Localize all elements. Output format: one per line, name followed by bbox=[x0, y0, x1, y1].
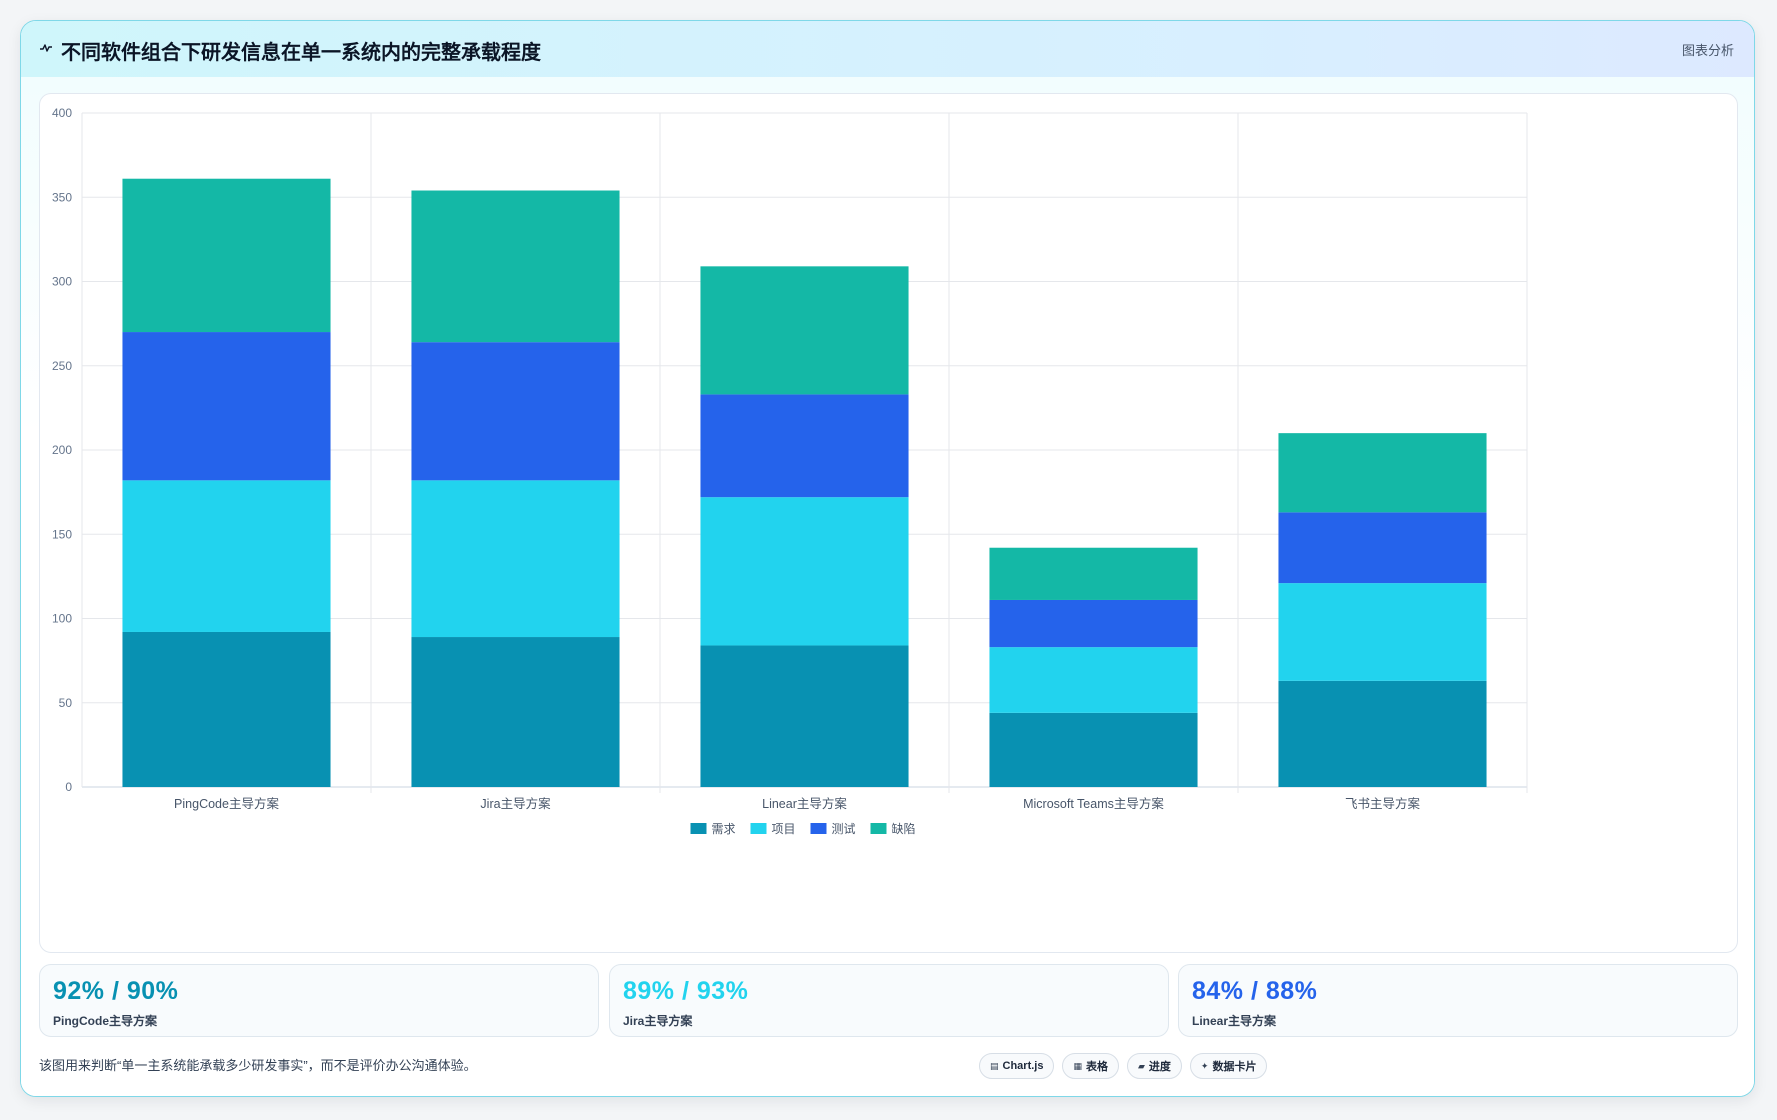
chip-label: 表格 bbox=[1086, 1061, 1108, 1073]
y-tick-label: 0 bbox=[65, 780, 72, 794]
y-tick-label: 400 bbox=[52, 106, 72, 120]
bar-segment bbox=[1278, 512, 1487, 584]
y-tick-label: 350 bbox=[52, 190, 72, 204]
y-tick-label: 300 bbox=[52, 275, 72, 289]
chip-data-card[interactable]: ✦ 数据卡片 bbox=[1189, 1053, 1268, 1079]
stat-card-jira: 89% / 93% Jira主导方案 bbox=[609, 964, 1169, 1037]
y-tick-label: 200 bbox=[52, 443, 72, 457]
chip-group: ▤ Chart.js ▦ 表格 ▰ 进度 ✦ 数据卡片 bbox=[979, 1053, 1268, 1079]
footer-note: 该图用来判断“单一主系统能承载多少研发事实”，而不是评价办公沟通体验。 bbox=[39, 1058, 477, 1073]
x-tick-label: 飞书主导方案 bbox=[1345, 796, 1421, 811]
bar-segment bbox=[700, 497, 909, 646]
legend-label: 项目 bbox=[772, 822, 796, 836]
chip-chartjs[interactable]: ▤ Chart.js bbox=[979, 1053, 1055, 1079]
x-tick-label: Microsoft Teams主导方案 bbox=[1023, 796, 1164, 811]
bar-segment bbox=[989, 547, 1198, 600]
chip-label: 数据卡片 bbox=[1212, 1061, 1257, 1073]
bar-segment bbox=[989, 712, 1198, 787]
stacked-bar-chart: 0 50 100 150 200 250 300 350 400 PingCode主导方案 Jira… bbox=[52, 106, 1528, 836]
stat-value: 92% / 90% bbox=[53, 977, 179, 1005]
x-tick-label: Jira主导方案 bbox=[480, 796, 551, 811]
bar-segment bbox=[700, 266, 909, 395]
stat-value: 89% / 93% bbox=[623, 977, 749, 1005]
stat-label: Linear主导方案 bbox=[1192, 1014, 1277, 1028]
bar-segment bbox=[411, 190, 620, 343]
bar-segment bbox=[1278, 680, 1487, 787]
bar-segment bbox=[122, 332, 331, 481]
bar-segment bbox=[122, 480, 331, 632]
bar-segment bbox=[1278, 433, 1487, 513]
bar-segment bbox=[122, 631, 331, 787]
y-tick-label: 100 bbox=[52, 612, 72, 626]
chart-analysis-tag: 图表分析 bbox=[1681, 43, 1734, 58]
x-tick-label: Linear主导方案 bbox=[762, 796, 847, 811]
stat-value: 84% / 88% bbox=[1192, 977, 1318, 1005]
chart-card: 不同软件组合下研发信息在单一系统内的完整承载程度 图表分析 0 50 100 150 2… bbox=[20, 20, 1755, 1097]
legend-swatch bbox=[810, 823, 827, 834]
bar-segment bbox=[411, 480, 620, 638]
stat-card-pingcode: 92% / 90% PingCode主导方案 bbox=[39, 964, 599, 1037]
bar-segment bbox=[122, 178, 331, 333]
stat-label: PingCode主导方案 bbox=[53, 1014, 157, 1028]
table-icon: ▦ bbox=[1073, 1060, 1082, 1071]
chip-progress[interactable]: ▰ 进度 bbox=[1127, 1053, 1182, 1079]
legend-swatch bbox=[690, 823, 707, 834]
sparkle-icon: ✦ bbox=[1200, 1060, 1209, 1071]
pulse-line-icon bbox=[40, 44, 52, 52]
chip-label: Chart.js bbox=[1002, 1060, 1044, 1072]
x-tick-label: PingCode主导方案 bbox=[174, 796, 279, 811]
chip-label: 进度 bbox=[1148, 1061, 1171, 1073]
chart-title: 不同软件组合下研发信息在单一系统内的完整承载程度 bbox=[61, 42, 541, 64]
bar-segment bbox=[989, 647, 1198, 713]
bar-segment bbox=[1278, 583, 1487, 681]
bar-segment bbox=[411, 342, 620, 481]
y-tick-label: 50 bbox=[59, 696, 73, 710]
y-tick-label: 250 bbox=[52, 359, 72, 373]
bar-segment bbox=[700, 394, 909, 498]
chart-icon: ▤ bbox=[990, 1060, 999, 1071]
chart-container: 0 50 100 150 200 250 300 350 400 PingCode主导方案 Jira… bbox=[39, 93, 1738, 953]
bar-segment bbox=[989, 599, 1198, 648]
legend-swatch bbox=[870, 823, 887, 834]
progress-icon: ▰ bbox=[1138, 1060, 1145, 1071]
legend-swatch bbox=[750, 823, 767, 834]
legend-label: 需求 bbox=[712, 822, 736, 836]
stat-card-linear: 84% / 88% Linear主导方案 bbox=[1178, 964, 1738, 1037]
chip-table[interactable]: ▦ 表格 bbox=[1062, 1053, 1119, 1079]
bar-segment bbox=[411, 637, 620, 787]
card-header: 不同软件组合下研发信息在单一系统内的完整承载程度 图表分析 bbox=[21, 21, 1754, 78]
stat-label: Jira主导方案 bbox=[623, 1014, 693, 1028]
legend-label: 测试 bbox=[832, 821, 856, 836]
y-tick-label: 150 bbox=[52, 527, 72, 541]
legend-label: 缺陷 bbox=[892, 821, 916, 836]
bar-segment bbox=[700, 645, 909, 787]
